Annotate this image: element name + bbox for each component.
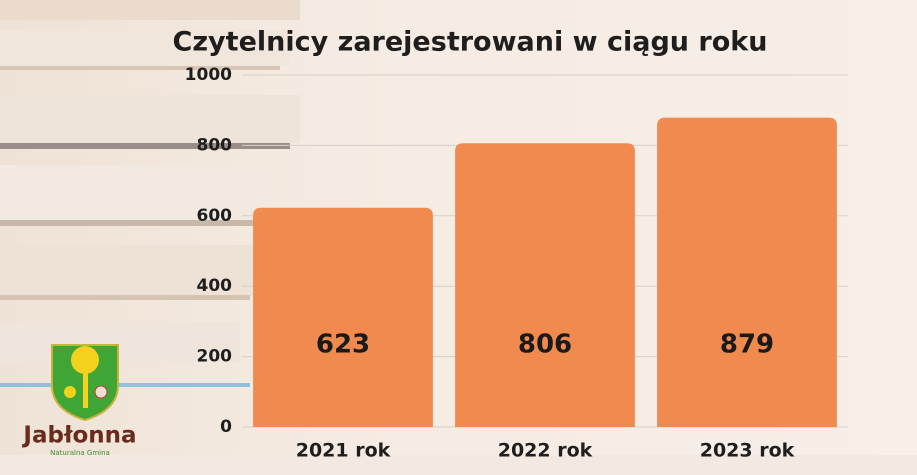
y-tick-label: 0 bbox=[220, 417, 232, 437]
logo-tree bbox=[83, 368, 88, 408]
logo-apple bbox=[95, 386, 107, 398]
value-label: 806 bbox=[518, 330, 572, 360]
bar bbox=[657, 118, 837, 427]
logo-apple bbox=[64, 386, 76, 398]
chart-title: Czytelnicy zarejestrowani w ciągu roku bbox=[173, 27, 768, 58]
logo-crown bbox=[71, 346, 99, 374]
value-label: 623 bbox=[316, 330, 370, 360]
y-tick-label: 400 bbox=[197, 276, 233, 296]
logo-tagline: Naturalna Gmina bbox=[50, 449, 110, 457]
y-tick-label: 800 bbox=[197, 135, 233, 155]
bar bbox=[455, 143, 635, 427]
chart: Czytelnicy zarejestrowani w ciągu roku J… bbox=[0, 0, 917, 475]
y-tick-label: 600 bbox=[197, 206, 233, 226]
logo-name: Jabłonna bbox=[21, 423, 136, 449]
x-tick-label: 2021 rok bbox=[296, 440, 391, 462]
bar bbox=[253, 208, 433, 427]
y-tick-label: 1000 bbox=[185, 65, 232, 85]
x-tick-label: 2023 rok bbox=[700, 440, 795, 462]
x-tick-label: 2022 rok bbox=[498, 440, 593, 462]
y-tick-label: 200 bbox=[197, 347, 233, 367]
value-label: 879 bbox=[720, 330, 774, 360]
